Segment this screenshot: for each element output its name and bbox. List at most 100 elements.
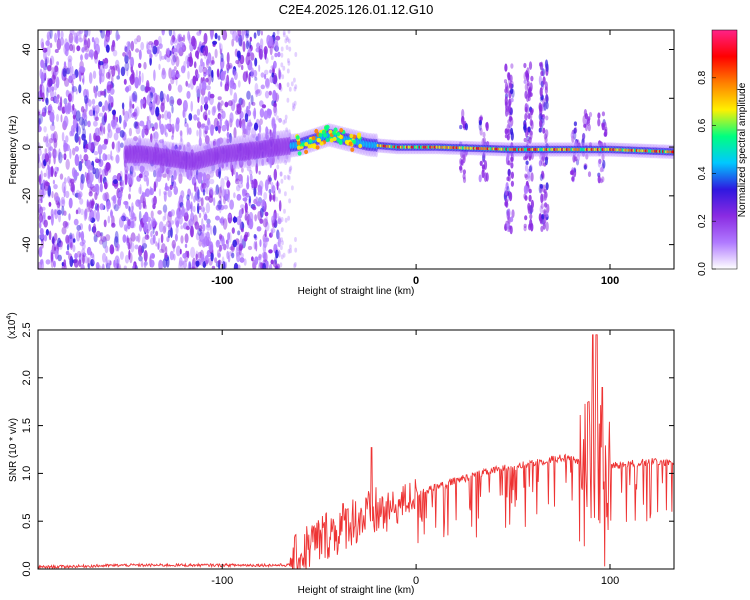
spectrogram-cell <box>46 31 51 41</box>
spectrogram-cell <box>101 115 107 126</box>
spectrogram-cell <box>242 197 248 202</box>
spectrogram-cell <box>287 58 290 64</box>
spectrogram-cell <box>90 253 95 259</box>
spectrogram-cell <box>64 77 70 87</box>
spectrogram-cell <box>173 170 177 180</box>
spectrogram-cell <box>236 251 241 263</box>
spectrogram-cell <box>155 230 159 236</box>
spectrogram-cell <box>332 136 337 142</box>
spectrogram-cell <box>168 169 173 178</box>
spectrogram-cell <box>211 56 215 64</box>
spectrogram-cell <box>81 242 86 250</box>
spectrogram-cell <box>221 124 227 132</box>
snr-multiplier: (x104) <box>6 312 18 339</box>
spectrogram-cell <box>162 138 164 148</box>
spectrogram-cell <box>546 203 550 214</box>
spectrogram-cell <box>265 215 268 227</box>
spectrogram-cell <box>265 237 270 242</box>
spectrogram-cell <box>286 37 290 42</box>
spectrogram-cell <box>127 219 131 227</box>
spectrogram-cell <box>256 30 261 37</box>
spectrogram-cell <box>119 181 123 186</box>
spectrogram-cell <box>525 160 529 166</box>
spectrogram-cell <box>130 40 135 52</box>
spectrogram-cell <box>510 63 514 69</box>
spectrogram-cell <box>272 259 278 268</box>
spectrogram-cell <box>203 32 208 45</box>
spectrogram-cell <box>280 254 284 260</box>
spectrogram-cell <box>242 71 248 83</box>
spectrogram-cell <box>541 170 545 179</box>
spectrogram-cell <box>311 136 316 141</box>
spectrogram-cell <box>115 154 120 164</box>
spectrogram-cell <box>542 76 546 85</box>
spectrogram-cell <box>671 150 674 154</box>
spectrogram-cell <box>169 96 175 107</box>
spectrogram-cell <box>542 127 546 134</box>
spectrogram-cell <box>102 105 105 113</box>
spectrogram-cell <box>166 47 170 56</box>
spectrogram-cell <box>128 193 131 200</box>
spectrogram-cell <box>50 251 54 262</box>
spectrogram-cell <box>83 113 88 121</box>
spectrogram-cell <box>269 193 272 202</box>
spectrogram-cell <box>205 68 208 74</box>
spectrogram-cell <box>124 54 129 64</box>
spectrogram-cell <box>88 109 94 117</box>
spectrogram-cell <box>287 38 291 44</box>
spectrogram-cell <box>39 179 43 191</box>
spectrogram-cell <box>39 228 44 235</box>
spectrogram-cell <box>236 103 242 115</box>
spectrogram-cell <box>102 192 108 201</box>
spectrogram-cell <box>240 99 246 108</box>
spectrogram-cell <box>238 97 244 106</box>
spectrogram-cell <box>232 68 236 76</box>
spectrogram-cell <box>186 142 192 154</box>
spectrogram-cell <box>348 141 353 146</box>
spectrogram-cell <box>43 180 49 191</box>
spectrogram-cell <box>284 114 288 120</box>
spectrogram-cell <box>258 170 261 175</box>
spectrogram-cell <box>277 236 281 248</box>
spectrogram-cell <box>507 174 511 182</box>
spectrogram-cell <box>241 30 245 41</box>
spectrogram-cell <box>162 173 167 178</box>
spectrogram-cell <box>138 186 142 195</box>
spectrogram-cell <box>161 113 164 119</box>
spectrogram-cell <box>138 70 141 76</box>
spectrogram-cell <box>86 199 89 208</box>
spectrogram-cell <box>545 63 549 72</box>
snr-ytick-label: 2.0 <box>21 370 33 385</box>
spectrogram-cell <box>161 30 165 36</box>
spectrogram-cell <box>74 154 80 166</box>
spectrogram-cell <box>128 50 132 60</box>
spectrogram-cell <box>205 77 209 83</box>
spectrogram-cell <box>224 77 229 84</box>
spectrogram-cell <box>247 245 253 251</box>
spectrogram-cell <box>244 202 248 213</box>
spectrogram-cell <box>510 216 514 223</box>
spectrogram-cell <box>164 209 167 221</box>
spectrogram-cell <box>237 30 242 37</box>
spectrogram-cell <box>212 138 217 150</box>
spectrogram-cell <box>278 82 282 91</box>
spectrogram-cell <box>155 241 158 247</box>
spectrogram-cell <box>287 248 291 254</box>
spectrogram-cell <box>240 177 244 185</box>
spectrogram-cell <box>239 257 245 263</box>
spectrogram-cell <box>79 154 82 160</box>
spectrogram-cell <box>506 210 510 221</box>
spectrogram-cell <box>245 106 250 115</box>
spectrogram-cell <box>142 243 148 249</box>
spectrogram-cell <box>255 196 259 206</box>
spectrogram-cell <box>237 182 244 189</box>
spectrogram-cell <box>115 245 119 252</box>
spectrogram-cell <box>221 237 225 247</box>
spectrogram-cell <box>76 224 81 231</box>
spectrogram-cell <box>171 126 175 138</box>
spectrogram-cell <box>262 218 268 228</box>
spectrogram-cell <box>205 85 211 91</box>
spectrogram-cell <box>529 130 534 136</box>
spectrogram-cell <box>193 214 198 226</box>
spectrogram-cell <box>91 105 96 111</box>
